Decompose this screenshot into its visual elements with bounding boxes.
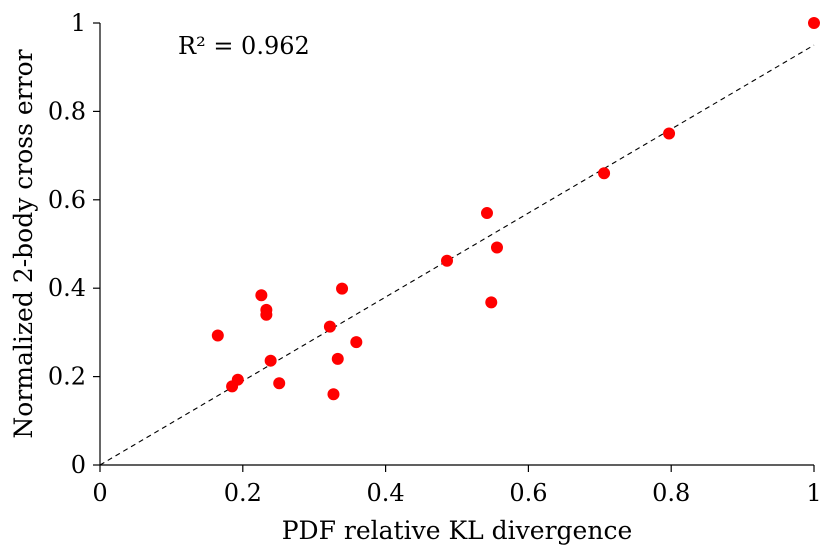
data-point [441, 254, 454, 267]
x-tick-label: 0.2 [224, 479, 262, 507]
x-tick-label: 0.8 [652, 479, 690, 507]
data-points [211, 17, 820, 401]
data-point [323, 320, 336, 333]
data-point [485, 296, 498, 309]
r-squared-annotation: R² = 0.962 [178, 32, 310, 60]
fit-line [99, 44, 815, 466]
ticks: 0 0.2 0.4 0.6 0.8 1 0 0.2 0.4 0.6 0.8 1 [48, 9, 822, 507]
data-point [336, 282, 349, 295]
data-point [490, 241, 503, 254]
data-point [264, 354, 277, 367]
y-tick-label: 1 [71, 9, 86, 37]
x-tick-label: 1 [806, 479, 821, 507]
fit-line-layer [99, 44, 815, 466]
data-point [273, 377, 286, 390]
data-point [231, 373, 244, 386]
data-point [255, 289, 268, 302]
data-point [598, 167, 611, 180]
x-tick-label: 0 [92, 479, 107, 507]
data-point [808, 17, 820, 29]
axes [99, 23, 814, 466]
data-point [663, 127, 676, 140]
data-point [327, 388, 340, 401]
x-tick-label: 0.6 [509, 479, 547, 507]
data-point [260, 308, 273, 321]
x-tick-label: 0.4 [367, 479, 405, 507]
y-axis-label: Normalized 2-body cross error [9, 49, 38, 438]
data-point [211, 329, 224, 342]
y-tick-label: 0.2 [48, 363, 86, 391]
data-point [350, 336, 363, 349]
y-tick-label: 0 [71, 451, 86, 479]
y-tick-label: 0.6 [48, 186, 86, 214]
data-point [331, 352, 344, 365]
data-point [480, 207, 493, 220]
y-tick-label: 0.4 [48, 274, 86, 302]
y-tick-label: 0.8 [48, 97, 86, 125]
x-axis-label: PDF relative KL divergence [282, 516, 633, 545]
